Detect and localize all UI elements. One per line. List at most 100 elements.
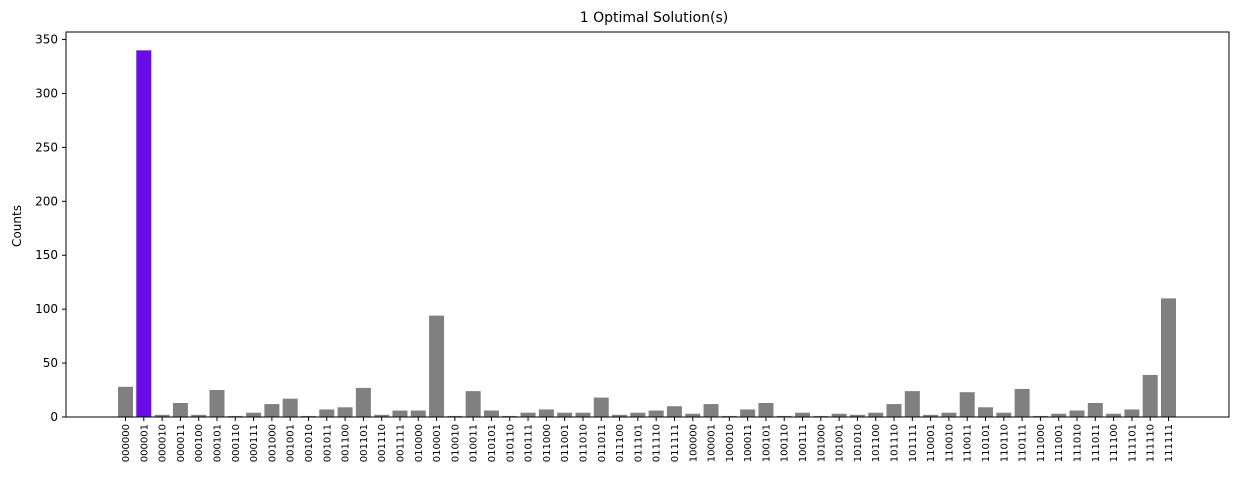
bar-000101: [209, 390, 225, 417]
bar-100110: [776, 415, 792, 417]
x-tick-label: 000000: [121, 424, 132, 462]
bar-001110: [374, 414, 390, 417]
x-tick-label: 111010: [1073, 424, 1084, 462]
bar-010101: [483, 410, 499, 417]
x-tick-label: 110011: [963, 424, 974, 462]
bar-101110: [886, 404, 902, 417]
bar-001000: [264, 404, 280, 417]
x-tick-label: 011100: [615, 424, 626, 462]
x-tick-label: 010110: [505, 424, 516, 462]
y-tick-label: 300: [35, 86, 58, 100]
bar-100010: [721, 415, 737, 417]
x-tick-label: 100101: [761, 424, 772, 462]
x-tick-label: 001011: [322, 424, 333, 462]
x-tick-label: 101100: [871, 424, 882, 462]
bar-110001: [923, 414, 939, 417]
x-tick-label: 000010: [158, 424, 169, 462]
x-tick-label: 101110: [890, 424, 901, 462]
bar-010001: [429, 315, 445, 417]
bar-111001: [1051, 413, 1067, 417]
bar-100011: [740, 409, 756, 417]
x-tick-label: 011010: [578, 424, 589, 462]
bar-111111: [1161, 298, 1176, 417]
bar-011010: [575, 412, 591, 417]
bar-110101: [978, 407, 994, 417]
bar-000011: [172, 402, 188, 417]
bar-000111: [246, 412, 262, 417]
y-tick-label: 350: [35, 33, 58, 47]
x-tick-label: 011101: [633, 424, 644, 462]
x-tick-label: 011001: [560, 424, 571, 462]
x-tick-label: 001110: [377, 424, 388, 462]
y-tick-label: 200: [35, 194, 58, 208]
bar-011001: [557, 412, 573, 417]
x-tick-label: 001111: [395, 424, 406, 462]
x-tick-label: 011110: [652, 424, 663, 462]
x-tick-label: 011011: [597, 424, 608, 462]
x-tick-label: 110110: [999, 424, 1010, 462]
bar-001111: [392, 410, 408, 417]
x-tick-label: 100110: [780, 424, 791, 462]
x-tick-label: 100010: [725, 424, 736, 462]
plot-frame: [65, 31, 1230, 418]
y-tick-label: 150: [35, 248, 58, 262]
bar-010011: [465, 391, 481, 417]
x-tick-label: 111110: [1146, 424, 1157, 462]
bar-111010: [1069, 410, 1085, 417]
y-tick-label: 100: [35, 302, 58, 316]
x-tick-label: 111011: [1091, 424, 1102, 462]
x-tick-label: 110101: [981, 424, 992, 462]
x-tick-label: 010010: [450, 424, 461, 462]
bar-111000: [1032, 415, 1048, 417]
chart-title: 1 Optimal Solution(s): [580, 10, 728, 26]
y-axis-label: Counts: [10, 205, 24, 247]
bar-001010: [300, 415, 316, 417]
bar-101001: [831, 413, 847, 417]
bar-000001: [136, 50, 152, 417]
x-tick-label: 010111: [524, 424, 535, 462]
bar-011000: [538, 409, 554, 417]
x-tick-label: 000100: [194, 424, 205, 462]
x-tick-label: 011111: [670, 424, 681, 462]
x-tick-label: 001100: [341, 424, 352, 462]
bar-100001: [703, 404, 719, 417]
x-tick-label: 000111: [249, 424, 260, 462]
x-tick-label: 000110: [231, 424, 242, 462]
bar-101111: [904, 391, 920, 417]
bar-111110: [1142, 374, 1158, 417]
x-tick-label: 110111: [1018, 424, 1029, 462]
y-tick-label: 50: [43, 356, 58, 370]
x-tick-label: 010011: [469, 424, 480, 462]
x-tick-label: 111001: [1054, 424, 1065, 462]
y-tick-label: 250: [35, 140, 58, 154]
x-tick-label: 101001: [835, 424, 846, 462]
x-tick-label: 110001: [926, 424, 937, 462]
bar-010000: [410, 410, 426, 417]
bar-011100: [612, 414, 628, 417]
bar-101010: [849, 414, 865, 417]
x-tick-label: 111000: [1036, 424, 1047, 462]
x-tick-label: 101010: [853, 424, 864, 462]
x-tick-label: 000101: [212, 424, 223, 462]
x-tick-label: 001001: [286, 424, 297, 462]
bar-010010: [447, 415, 463, 417]
bar-001001: [282, 398, 298, 417]
bar-011110: [648, 410, 664, 417]
bar-110111: [1014, 388, 1030, 417]
x-tick-label: 110010: [944, 424, 955, 462]
bar-001011: [319, 409, 335, 417]
x-tick-label: 100111: [798, 424, 809, 462]
x-tick-label: 000001: [139, 424, 150, 462]
x-tick-label: 100011: [743, 424, 754, 462]
x-tick-label: 001000: [267, 424, 278, 462]
x-tick-label: 001010: [304, 424, 315, 462]
bar-000100: [191, 414, 207, 417]
bar-110011: [959, 392, 975, 417]
bar-110010: [941, 412, 957, 417]
bar-100111: [795, 412, 811, 417]
x-tick-label: 100000: [688, 424, 699, 462]
y-tick-label: 0: [50, 410, 58, 424]
x-tick-label: 001101: [359, 424, 370, 462]
x-tick-label: 101111: [908, 424, 919, 462]
